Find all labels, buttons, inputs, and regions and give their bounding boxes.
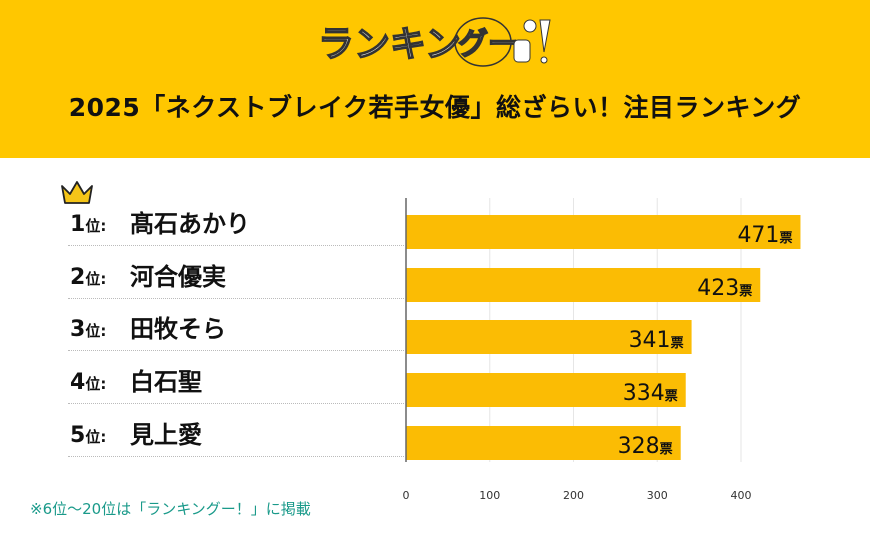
actress-name: 河合優実 [130, 263, 226, 291]
actress-name: 髙石あかり [130, 210, 250, 238]
ranking-row: 1位: 髙石あかり [68, 206, 404, 246]
bar-value-label: 423票 [697, 276, 752, 301]
x-tick-label: 100 [479, 489, 500, 502]
bar-value-label: 328票 [618, 434, 673, 459]
bar [406, 373, 686, 407]
bar [406, 320, 692, 354]
x-tick-label: 0 [403, 489, 410, 502]
x-tick-label: 200 [563, 489, 584, 502]
footnote: ※6位〜20位は「ランキングー！」に掲載 [30, 500, 311, 518]
rank-label: 4位: [70, 370, 107, 395]
rank-label: 3位: [70, 317, 107, 342]
bar-value-label: 341票 [629, 328, 684, 353]
rank-label: 2位: [70, 265, 107, 290]
ranking-row: 4位: 白石聖 [68, 364, 404, 404]
ranking-goo-logo: ランキン グー [318, 17, 551, 67]
svg-text:グー: グー [458, 27, 518, 62]
bar-value-label: 334票 [623, 381, 678, 406]
bar [406, 426, 681, 460]
ranking-row: 5位: 見上愛 [68, 417, 404, 457]
x-tick-label: 400 [731, 489, 752, 502]
bar [406, 215, 801, 249]
bar [406, 268, 761, 302]
page-title: 2025「ネクストブレイク若手女優」総ざらい！注目ランキング [68, 93, 802, 122]
actress-name: 見上愛 [130, 421, 202, 449]
actress-name: 田牧そら [130, 315, 226, 343]
rank-label: 5位: [70, 423, 107, 448]
ranking-row: 2位: 河合優実 [68, 259, 404, 299]
svg-text:ランキン: ランキン [318, 24, 461, 65]
x-tick-label: 300 [647, 489, 668, 502]
header: ランキン グー 2025「ネクストブレイク若手女優」総ざらい！注目ランキング [0, 0, 870, 158]
bar-value-label: 471票 [737, 223, 792, 248]
rank-label: 1位: [70, 212, 107, 237]
ranking-row: 3位: 田牧そら [68, 311, 404, 351]
crown-icon [61, 181, 93, 204]
actress-name: 白石聖 [130, 368, 202, 396]
